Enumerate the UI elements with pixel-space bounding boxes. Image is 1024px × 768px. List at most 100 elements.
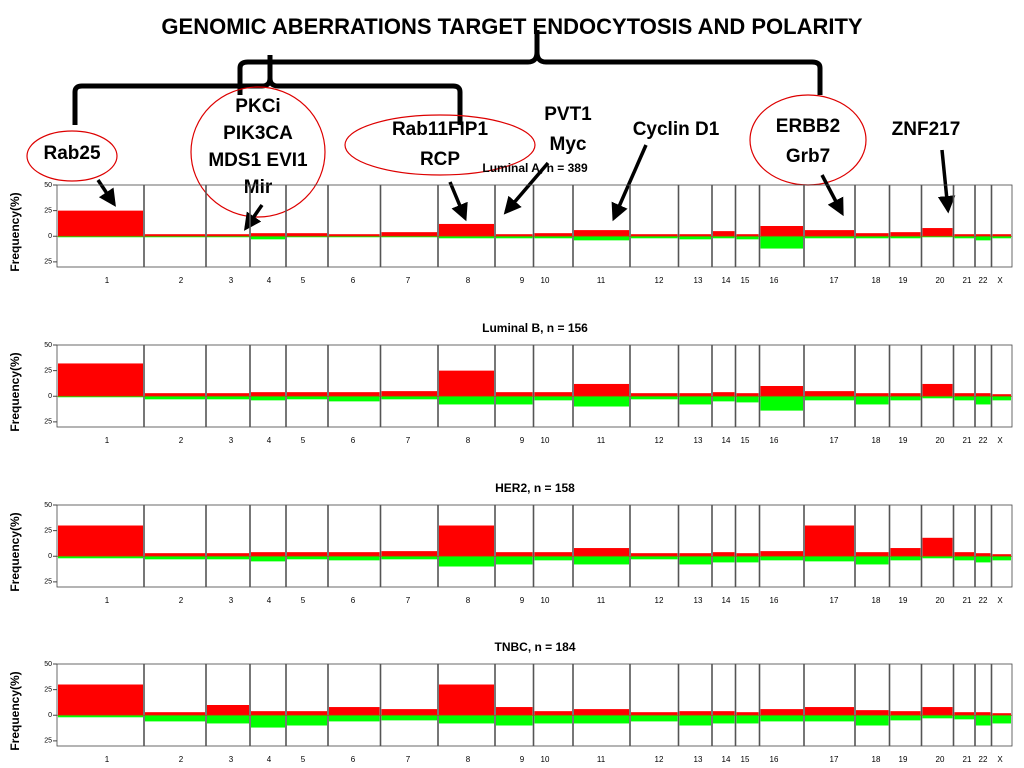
x-tick-label: 12 [655,276,664,285]
gain-bar [329,707,380,716]
gain-bar [58,525,143,557]
loss-bar [631,556,678,560]
gain-bar [922,707,953,716]
x-tick-label: 10 [541,755,550,764]
loss-bar [381,556,437,560]
x-tick-label: 7 [406,596,411,605]
plot-frame [56,184,1013,268]
loss-bar [58,396,143,398]
gain-bar [760,551,803,557]
y-tick-label: 0 [48,553,52,560]
x-tick-label: 5 [301,436,306,445]
y-tick-label: 25 [44,527,52,534]
loss-bar [574,396,629,407]
x-tick-label: 21 [963,276,972,285]
x-tick-label: 20 [936,436,945,445]
gain-bar [890,232,921,237]
x-tick-label: 1 [105,436,110,445]
loss-bar [736,236,759,240]
loss-bar [534,556,572,561]
gain-bar [679,393,711,397]
x-tick-label: 21 [963,596,972,605]
loss-bar [992,236,1011,239]
loss-bar [496,396,533,405]
loss-bar [856,396,889,405]
bracket [237,30,823,95]
x-tick-label: 9 [520,755,525,764]
annotation-text: MDS1 EVI1 [208,150,308,171]
gain-bar [534,233,572,237]
x-tick-label: 9 [520,596,525,605]
x-tick-label: 13 [694,436,703,445]
annotation-text: Myc [550,134,587,155]
x-tick-label: 9 [520,276,525,285]
gain-bar [976,712,991,716]
x-tick-label: 10 [541,596,550,605]
loss-bar [679,556,711,565]
slide-title: GENOMIC ABERRATIONS TARGET ENDOCYTOSIS A… [161,14,863,39]
x-tick-label: 2 [179,755,184,764]
y-tick-label: 50 [44,502,52,509]
loss-bar [805,715,854,722]
loss-bar [760,556,803,561]
gain-bar [58,684,143,716]
x-tick-label: 3 [229,755,234,764]
x-tick-label: 7 [406,436,411,445]
loss-bar [805,236,854,239]
gain-bar [329,552,380,557]
gain-bar [856,393,889,397]
y-axis-label: Frequency(%) [8,671,22,750]
loss-bar [329,556,380,561]
gain-bar [496,234,533,237]
gain-bar [145,393,205,397]
x-tick-label: 22 [979,755,988,764]
x-tick-label: X [997,596,1003,605]
x-tick-label: 1 [105,755,110,764]
y-tick-label: 50 [44,342,52,349]
gain-bar [534,552,572,557]
loss-bar [856,715,889,726]
loss-bar [439,236,494,239]
bracket [72,55,463,125]
loss-bar [922,396,953,399]
x-tick-label: 7 [406,276,411,285]
loss-bar [736,556,759,563]
gain-bar [381,551,437,557]
loss-bar [890,715,921,721]
x-tick-label: 1 [105,596,110,605]
x-tick-label: 15 [741,436,750,445]
gain-bar [145,234,205,237]
x-tick-label: X [997,276,1003,285]
x-tick-label: 10 [541,436,550,445]
loss-bar [145,715,205,722]
plot-title: HER2, n = 158 [495,481,575,495]
loss-bar [381,715,437,721]
x-tick-label: 10 [541,276,550,285]
x-tick-label: 13 [694,755,703,764]
loss-bar [145,556,205,560]
loss-bar [976,715,991,726]
loss-bar [58,236,143,238]
loss-bar [679,715,711,726]
loss-bar [890,236,921,239]
loss-bar [329,396,380,402]
x-tick-label: 11 [597,436,606,445]
gain-bar [736,712,759,716]
gain-bar [58,363,143,397]
loss-bar [713,715,735,724]
gain-bar [976,393,991,397]
x-tick-label: 16 [770,596,779,605]
loss-bar [381,396,437,400]
gain-bar [805,707,854,716]
loss-bar [954,236,974,239]
gain-bar [631,234,678,237]
x-tick-label: 14 [722,276,731,285]
loss-bar [713,396,735,402]
gain-bar [976,234,991,237]
gain-bar [992,234,1011,237]
x-tick-label: 4 [267,436,272,445]
loss-bar [287,236,327,238]
y-tick-label: 25 [44,686,52,693]
